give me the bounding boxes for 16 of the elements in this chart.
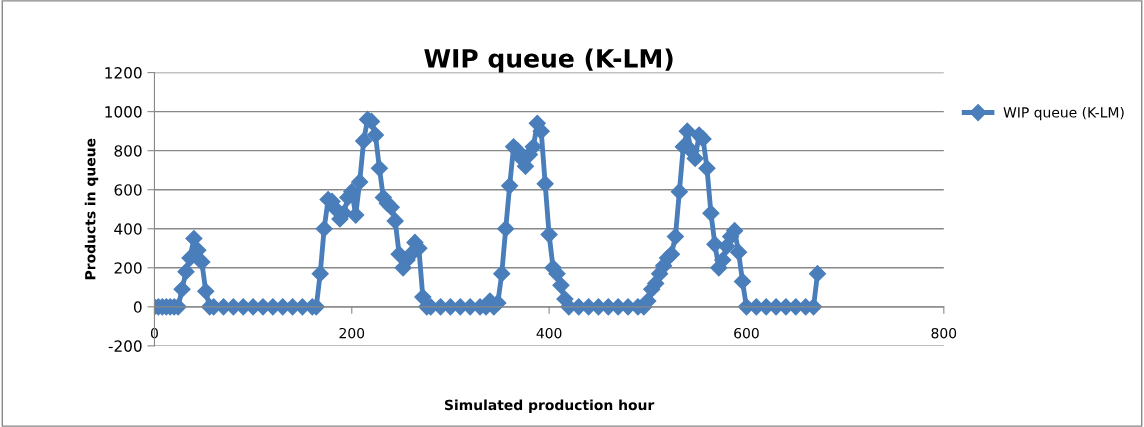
y-tick-label: 400 (114, 223, 142, 235)
y-tick-label: 200 (114, 262, 142, 274)
x-tick-label: 400 (536, 327, 562, 339)
y-tick-label: 1200 (105, 67, 142, 79)
y-tick-label: 0 (133, 301, 142, 313)
y-tick-label: 1000 (105, 106, 142, 118)
y-tick-label: 600 (114, 184, 142, 196)
y-tick-label: 800 (114, 145, 142, 157)
chart-title: WIP queue (K-LM) (424, 48, 673, 73)
legend-label: WIP queue (K-LM) (1003, 106, 1124, 121)
y-tick-label: -200 (108, 340, 142, 352)
x-tick-label: 800 (931, 327, 957, 339)
x-tick-label: 600 (734, 327, 759, 339)
x-tick-label: 200 (339, 327, 365, 339)
x-axis-title: Simulated production hour (444, 399, 655, 413)
y-axis-title: Products in queue (84, 138, 99, 280)
